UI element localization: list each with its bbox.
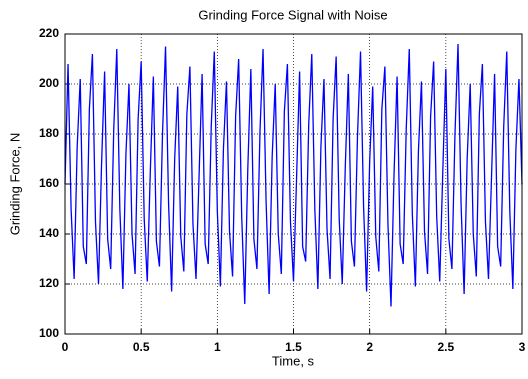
y-tick-label: 220 [39, 26, 59, 40]
chart-title: Grinding Force Signal with Noise [198, 7, 387, 22]
axes-frame [64, 33, 523, 335]
y-tick-label: 200 [39, 76, 59, 90]
x-tick-label: 0 [62, 340, 69, 354]
x-tick-label: 3 [519, 340, 526, 354]
y-tick-label: 120 [39, 276, 59, 290]
data-line [64, 43, 523, 307]
x-tick-label: 0.5 [133, 340, 150, 354]
x-tick-label: 2 [366, 340, 373, 354]
x-axis-label: Time, s [272, 353, 315, 368]
x-tick-label: 1.5 [285, 340, 302, 354]
y-tick-label: 180 [39, 126, 59, 140]
x-tick-label: 1 [214, 340, 221, 354]
y-tick-label: 100 [39, 326, 59, 340]
y-tick-label: 160 [39, 176, 59, 190]
y-tick-label: 140 [39, 226, 59, 240]
x-tick-label: 2.5 [437, 340, 454, 354]
y-axis-label: Grinding Force, N [7, 133, 22, 236]
